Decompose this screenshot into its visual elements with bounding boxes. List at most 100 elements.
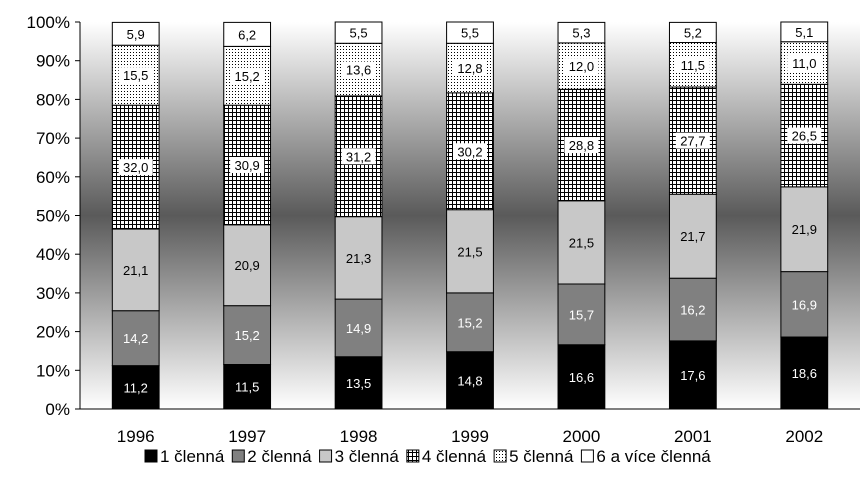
data-label: 27,7: [680, 134, 705, 149]
x-tick-label: 2001: [674, 427, 712, 446]
data-label-background: [118, 159, 153, 176]
legend-swatch: [493, 449, 507, 463]
data-label: 26,5: [792, 129, 817, 144]
x-tick-label: 2000: [563, 427, 601, 446]
bar-segment: [446, 21, 494, 44]
bar-segment: [111, 21, 160, 46]
data-label: 21,1: [123, 263, 148, 278]
legend-label: 6 a více členná: [596, 447, 711, 466]
y-tick-label: 50%: [36, 207, 70, 226]
bar-segment: [557, 283, 606, 346]
x-tick-label: 2002: [785, 427, 823, 446]
data-label: 21,5: [457, 244, 482, 259]
y-tick-label: 60%: [36, 168, 70, 187]
bar-segment: [446, 209, 494, 294]
legend-swatch: [231, 449, 245, 463]
data-label-background: [787, 127, 822, 144]
data-label: 6,2: [238, 27, 256, 42]
data-label: 5,2: [684, 25, 702, 40]
legend-label: 2 členná: [247, 447, 312, 466]
bar-segment: [334, 21, 383, 44]
data-label-background: [675, 56, 710, 73]
y-tick-label: 30%: [36, 284, 70, 303]
bar-segment: [111, 228, 160, 312]
data-label-background: [118, 67, 153, 84]
legend-label: 5 členná: [509, 447, 574, 466]
bar-segment: [668, 340, 717, 410]
bar-segment: [223, 363, 272, 410]
data-label: 32,0: [123, 160, 148, 175]
data-label: 28,8: [569, 138, 594, 153]
bar-segment: [557, 21, 606, 44]
bar-segment: [446, 292, 494, 353]
data-label: 11,5: [681, 58, 705, 73]
data-label: 16,2: [680, 303, 705, 318]
data-label: 30,9: [234, 158, 259, 173]
legend: 1 členná 2 členná 3 členná 4 členná 5 členná…: [144, 447, 711, 466]
data-label-background: [564, 58, 599, 75]
data-label: 31,2: [346, 149, 371, 164]
bars: 11,2 14,2 21,1 32,0 15,5 5,9 11,5 15,2 20,9 30,9 1…: [111, 21, 829, 410]
y-axis: 0% 10% 20% 30% 40% 50% 60% 70% 80% 90% 100%: [27, 13, 81, 419]
data-label: 5,1: [795, 25, 813, 40]
data-label: 15,5: [123, 68, 148, 83]
data-label: 16,6: [569, 370, 594, 385]
data-label-background: [453, 60, 487, 77]
x-tick-label: 1997: [228, 427, 266, 446]
data-label: 15,2: [234, 69, 259, 84]
bar-segment: [334, 298, 383, 358]
data-label: 14,9: [346, 321, 371, 336]
data-label: 11,2: [124, 380, 148, 395]
data-label: 14,2: [123, 331, 148, 346]
legend-label: 4 členná: [422, 447, 487, 466]
data-label-background: [341, 148, 376, 165]
y-tick-label: 40%: [36, 245, 70, 264]
legend-label: 3 členná: [335, 447, 400, 466]
data-label: 15,2: [457, 315, 482, 330]
data-label: 15,2: [234, 328, 259, 343]
x-tick-label: 1998: [340, 427, 378, 446]
y-tick-label: 90%: [36, 52, 70, 71]
data-label: 17,6: [680, 368, 705, 383]
y-tick-label: 20%: [36, 323, 70, 342]
bar-segment: [780, 186, 829, 273]
data-label: 20,9: [234, 258, 259, 273]
data-label-background: [341, 61, 376, 78]
bar-segment: [780, 21, 829, 43]
data-label: 21,9: [792, 222, 817, 237]
bar-segment: [223, 305, 272, 365]
x-axis: 1996 1997 1998 1999 2000 2001 2002: [80, 408, 860, 446]
x-tick-label: 1996: [117, 427, 155, 446]
data-label: 21,5: [569, 235, 594, 250]
bar-segment: [223, 21, 272, 47]
data-label: 16,9: [792, 297, 817, 312]
data-label: 5,5: [461, 26, 479, 41]
legend-swatch: [144, 449, 158, 463]
data-label: 11,0: [792, 56, 816, 71]
data-label: 21,7: [680, 229, 705, 244]
data-label-background: [230, 156, 265, 173]
data-label: 30,2: [457, 144, 482, 159]
data-label: 5,3: [572, 26, 590, 41]
data-label: 13,5: [346, 376, 371, 391]
legend-swatch: [319, 449, 333, 463]
bar-segment: [223, 224, 272, 307]
bar-segment: [668, 21, 717, 44]
bar-segment: [557, 200, 606, 285]
data-label-background: [787, 55, 822, 72]
data-label-background: [453, 143, 487, 160]
legend-label: 1 členná: [160, 447, 225, 466]
y-tick-label: 100%: [27, 13, 70, 32]
data-label: 11,5: [235, 380, 259, 395]
data-label: 12,0: [569, 59, 594, 74]
x-tick-label: 1999: [451, 427, 489, 446]
legend-swatch: [406, 449, 420, 463]
bar-segment: [446, 351, 494, 410]
data-label: 13,6: [346, 63, 371, 78]
bar-segment: [668, 193, 717, 279]
data-label-background: [230, 67, 265, 84]
data-label-background: [564, 137, 599, 154]
data-label: 5,9: [127, 27, 145, 42]
data-label: 21,3: [346, 251, 371, 266]
data-label-background: [675, 132, 710, 149]
